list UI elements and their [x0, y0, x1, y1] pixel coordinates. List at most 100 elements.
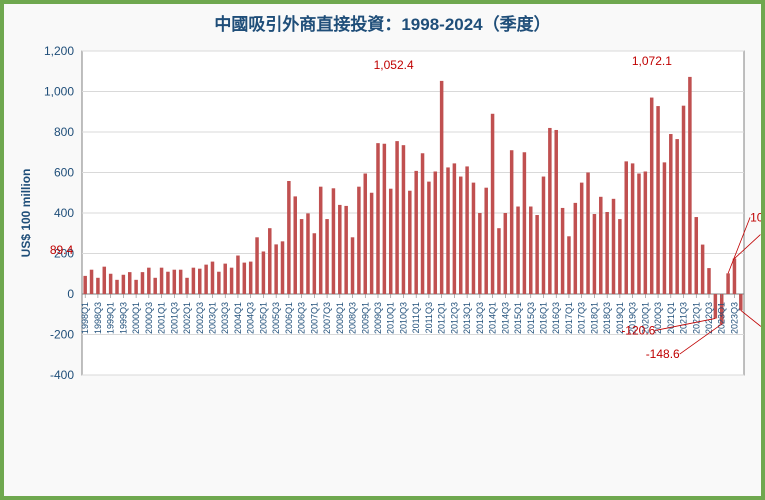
y-tick-label: -400 [50, 368, 74, 382]
chart-frame: 中國吸引外商直接投資：1998-2024（季度） -400-2000200400… [0, 0, 765, 500]
bar [153, 278, 157, 294]
x-tick-label: 2018Q3 [602, 302, 612, 334]
x-tick-label: 2005Q3 [271, 302, 281, 334]
data-label: 102.0 [750, 210, 761, 224]
bar [529, 207, 533, 294]
y-tick-label: 1,200 [44, 44, 74, 58]
bar [427, 182, 431, 294]
x-tick-label: 2012Q3 [449, 302, 459, 334]
y-tick-label: 400 [54, 206, 74, 220]
bar [599, 197, 603, 294]
y-tick-label: 0 [67, 287, 74, 301]
bar [523, 152, 527, 294]
bar [332, 188, 336, 294]
bar [230, 268, 234, 294]
bar [173, 270, 177, 294]
x-tick-label: 1998Q3 [93, 302, 103, 334]
bar [268, 228, 272, 294]
bar [650, 98, 654, 294]
bar [103, 267, 107, 294]
bar [364, 174, 368, 294]
y-tick-label: 800 [54, 125, 74, 139]
bar [478, 213, 482, 294]
bar [510, 150, 514, 294]
x-tick-label: 2018Q1 [589, 302, 599, 334]
x-tick-label: 2006Q3 [297, 302, 307, 334]
x-tick-label: 2009Q1 [360, 302, 370, 334]
bar [287, 181, 291, 294]
bar [631, 163, 635, 294]
bar [612, 199, 616, 294]
bar [122, 275, 126, 294]
bar [351, 237, 355, 294]
bar [300, 219, 304, 294]
bar [497, 228, 501, 294]
x-tick-label: 2007Q1 [309, 302, 319, 334]
bar [535, 215, 539, 294]
bar [408, 191, 412, 294]
bar [548, 128, 552, 294]
bar [96, 278, 100, 294]
bar [561, 208, 565, 294]
bar [109, 274, 113, 294]
x-tick-label: 2008Q3 [348, 302, 358, 334]
bar [516, 207, 520, 294]
x-tick-label: 2014Q1 [488, 302, 498, 334]
x-tick-label: 2011Q3 [424, 302, 434, 333]
x-tick-label: 2022Q3 [704, 302, 714, 334]
bar [383, 144, 387, 294]
data-label: -120.6 [621, 323, 655, 337]
bar [491, 114, 495, 294]
chart-title: 中國吸引外商直接投資：1998-2024（季度） [4, 4, 761, 35]
x-tick-label: 2003Q1 [207, 302, 217, 334]
x-tick-label: 2007Q3 [322, 302, 332, 334]
x-tick-label: 1999Q3 [118, 302, 128, 334]
x-tick-label: 2017Q3 [577, 302, 587, 334]
bar [115, 280, 119, 294]
bar [695, 217, 699, 294]
x-tick-label: 2017Q1 [564, 302, 574, 334]
bar [707, 268, 711, 294]
bar [618, 219, 622, 294]
bar [243, 263, 247, 294]
x-tick-label: 2001Q3 [169, 302, 179, 334]
bar [554, 130, 558, 294]
x-tick-label: 2005Q1 [258, 302, 268, 334]
bar [395, 141, 399, 294]
bar [421, 153, 425, 294]
bar [141, 272, 145, 294]
y-tick-label: -200 [50, 328, 74, 342]
x-tick-label: 1999Q1 [106, 302, 116, 334]
bar [504, 213, 508, 294]
bar [192, 268, 196, 294]
bar [644, 171, 648, 294]
bar [567, 236, 571, 294]
bar [688, 77, 692, 294]
x-tick-label: 2011Q1 [411, 302, 421, 333]
bar [376, 143, 380, 294]
bar [249, 262, 253, 294]
bar [357, 187, 361, 294]
bar [682, 106, 686, 294]
x-tick-label: 2023Q1 [717, 302, 727, 334]
bar [128, 272, 132, 294]
bar [656, 106, 660, 294]
bar [338, 205, 342, 294]
bar [434, 171, 438, 294]
bar [313, 233, 317, 294]
bar [325, 219, 329, 294]
bar [605, 212, 609, 294]
bar [90, 270, 94, 294]
bar [179, 270, 183, 294]
x-tick-label: 2021Q3 [679, 302, 689, 334]
bar [663, 162, 667, 294]
bar [262, 251, 266, 294]
x-tick-label: 2013Q3 [475, 302, 485, 334]
x-tick-label: 1998Q1 [80, 302, 90, 334]
bar [211, 262, 215, 294]
bar [726, 273, 730, 294]
chart-svg: -400-20002004006008001,0001,200US$ 100 m… [4, 35, 761, 497]
bar [440, 81, 444, 294]
x-tick-label: 2016Q1 [538, 302, 548, 334]
x-tick-label: 2001Q1 [157, 302, 167, 334]
